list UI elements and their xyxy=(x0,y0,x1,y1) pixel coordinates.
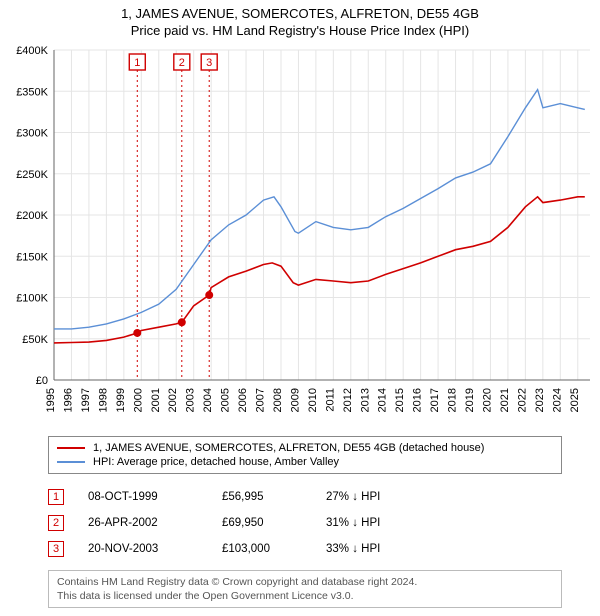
attribution-footer: Contains HM Land Registry data © Crown c… xyxy=(48,570,562,608)
chart: £0 £50K £100K £150K £200K £250K £300K £350K £400… xyxy=(0,40,600,430)
legend-swatch xyxy=(57,447,85,449)
y-tick-label: £150K xyxy=(16,251,48,263)
marker-date: 26-APR-2002 xyxy=(88,517,198,529)
x-tick-label: 2016 xyxy=(412,388,424,412)
x-tick-label: 2004 xyxy=(202,388,214,412)
sale-dot xyxy=(178,318,186,326)
marker-number: 2 xyxy=(48,515,64,531)
x-tick-label: 1995 xyxy=(45,388,57,412)
legend-row: 1, JAMES AVENUE, SOMERCOTES, ALFRETON, D… xyxy=(57,441,553,455)
marker-price: £69,950 xyxy=(222,517,302,529)
marker-number: 3 xyxy=(48,541,64,557)
y-tick-label: £100K xyxy=(16,293,48,305)
marker-number: 1 xyxy=(48,489,64,505)
x-tick-label: 1999 xyxy=(115,388,127,412)
x-tick-label: 2003 xyxy=(185,388,197,412)
y-tick-label: £0 xyxy=(36,375,48,387)
title-address: 1, JAMES AVENUE, SOMERCOTES, ALFRETON, D… xyxy=(0,6,600,21)
y-tick-label: £250K xyxy=(16,169,48,181)
x-tick-label: 2009 xyxy=(289,388,301,412)
footer-line-2: This data is licensed under the Open Gov… xyxy=(57,589,553,603)
sale-dot xyxy=(205,291,213,299)
x-tick-label: 2023 xyxy=(534,388,546,412)
x-tick-label: 2021 xyxy=(499,388,511,412)
x-tick-label: 2025 xyxy=(569,388,581,412)
marker-box-label: 3 xyxy=(206,57,212,69)
sale-dot xyxy=(133,329,141,337)
x-tick-label: 2019 xyxy=(464,388,476,412)
marker-pct: 33% ↓ HPI xyxy=(326,543,380,555)
x-tick-label: 2018 xyxy=(447,388,459,412)
x-tick-label: 2001 xyxy=(150,388,162,412)
x-tick-label: 1998 xyxy=(97,388,109,412)
y-tick-label: £50K xyxy=(22,334,48,346)
marker-row: 1 08-OCT-1999 £56,995 27% ↓ HPI xyxy=(48,484,562,510)
legend-label: HPI: Average price, detached house, Ambe… xyxy=(93,456,339,468)
marker-date: 20-NOV-2003 xyxy=(88,543,198,555)
x-tick-label: 2011 xyxy=(324,388,336,412)
x-tick-label: 2015 xyxy=(394,388,406,412)
series-property xyxy=(54,197,585,343)
y-tick-label: £200K xyxy=(16,210,48,222)
x-tick-label: 2012 xyxy=(342,388,354,412)
series-hpi xyxy=(54,90,585,329)
x-tick-label: 2020 xyxy=(481,388,493,412)
legend-row: HPI: Average price, detached house, Ambe… xyxy=(57,455,553,469)
legend-label: 1, JAMES AVENUE, SOMERCOTES, ALFRETON, D… xyxy=(93,442,484,454)
marker-row: 2 26-APR-2002 £69,950 31% ↓ HPI xyxy=(48,510,562,536)
footer-line-1: Contains HM Land Registry data © Crown c… xyxy=(57,575,553,589)
marker-row: 3 20-NOV-2003 £103,000 33% ↓ HPI xyxy=(48,536,562,562)
marker-price: £56,995 xyxy=(222,491,302,503)
x-tick-label: 1997 xyxy=(80,388,92,412)
x-tick-label: 1996 xyxy=(62,388,74,412)
title-subtitle: Price paid vs. HM Land Registry's House … xyxy=(0,23,600,38)
page-root: 1, JAMES AVENUE, SOMERCOTES, ALFRETON, D… xyxy=(0,0,600,608)
sale-markers-list: 1 08-OCT-1999 £56,995 27% ↓ HPI 2 26-APR-2002… xyxy=(48,484,562,562)
y-tick-label: £400K xyxy=(16,45,48,57)
marker-box-label: 1 xyxy=(134,57,140,69)
x-tick-label: 2008 xyxy=(272,388,284,412)
y-tick-label: £350K xyxy=(16,86,48,98)
legend-swatch xyxy=(57,461,85,463)
x-tick-label: 2002 xyxy=(167,388,179,412)
x-tick-label: 2010 xyxy=(307,388,319,412)
x-tick-label: 2024 xyxy=(551,388,563,412)
x-tick-label: 2013 xyxy=(359,388,371,412)
x-tick-label: 2006 xyxy=(237,388,249,412)
x-tick-label: 2000 xyxy=(132,388,144,412)
marker-pct: 27% ↓ HPI xyxy=(326,491,380,503)
marker-price: £103,000 xyxy=(222,543,302,555)
y-tick-label: £300K xyxy=(16,128,48,140)
marker-box-label: 2 xyxy=(179,57,185,69)
title-block: 1, JAMES AVENUE, SOMERCOTES, ALFRETON, D… xyxy=(0,0,600,40)
marker-date: 08-OCT-1999 xyxy=(88,491,198,503)
x-tick-label: 2007 xyxy=(255,388,267,412)
x-tick-label: 2005 xyxy=(220,388,232,412)
x-tick-label: 2014 xyxy=(377,388,389,412)
x-tick-label: 2022 xyxy=(516,388,528,412)
chart-svg: £0 £50K £100K £150K £200K £250K £300K £350K £400… xyxy=(0,40,600,430)
legend: 1, JAMES AVENUE, SOMERCOTES, ALFRETON, D… xyxy=(48,436,562,474)
x-tick-label: 2017 xyxy=(429,388,441,412)
marker-pct: 31% ↓ HPI xyxy=(326,517,380,529)
